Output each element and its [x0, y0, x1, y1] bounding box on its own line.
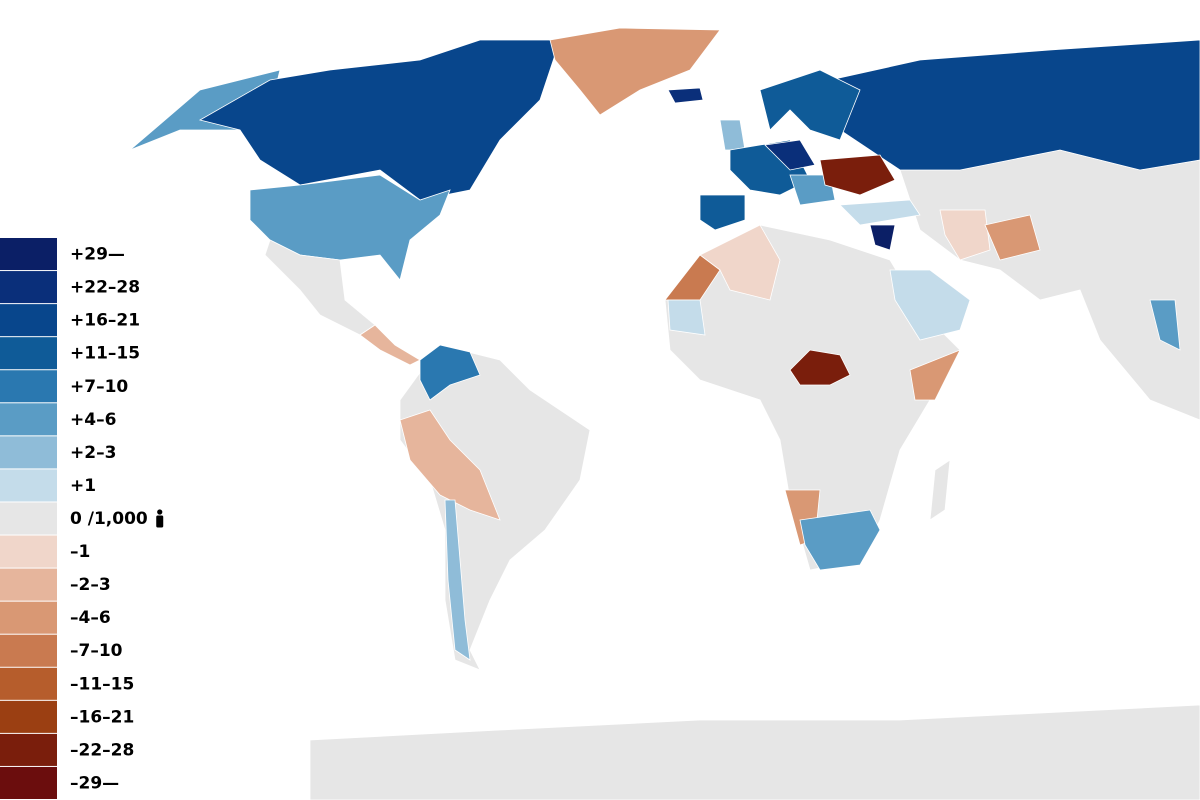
- central-america: [359, 324, 421, 366]
- legend-label: –11–15: [70, 674, 134, 694]
- legend-label: –2–3: [70, 575, 111, 595]
- syria: [869, 224, 896, 251]
- legend-swatch: [0, 601, 57, 634]
- map-land: [129, 27, 1200, 800]
- russia: [829, 39, 1200, 171]
- legend-label: +4–6: [70, 410, 116, 430]
- venezuela-colombia: [419, 344, 481, 401]
- legend-swatch: [0, 436, 57, 469]
- legend-label: +7–10: [70, 377, 128, 397]
- central-african-republic: [789, 349, 851, 386]
- legend: +29— +22–28 +16–21 +11–15 +7–10 +4–6 +2–3 +1 0 /…: [0, 238, 164, 799]
- central-europe: [764, 139, 816, 171]
- person-icon-head: [157, 509, 163, 515]
- legend-swatch: [0, 238, 57, 271]
- legend-swatch: [0, 304, 57, 337]
- balkans: [789, 174, 836, 206]
- southeast-asia: [1149, 299, 1181, 351]
- africa: [664, 224, 961, 571]
- canada: [198, 39, 561, 201]
- chile: [444, 499, 471, 661]
- antarctica: [309, 704, 1200, 800]
- peru-bolivia: [399, 409, 501, 521]
- legend-label: –4–6: [70, 608, 111, 628]
- legend-swatch: [0, 535, 57, 568]
- legend-label: –22–28: [70, 740, 134, 760]
- greenland: [549, 27, 721, 116]
- ukraine: [819, 154, 896, 196]
- legend-swatch: [0, 634, 57, 667]
- legend-label: +1: [70, 476, 96, 496]
- person-icon-body: [156, 515, 164, 528]
- legend-label: –1: [70, 542, 90, 562]
- legend-label: +29—: [70, 245, 125, 265]
- legend-label: 0 /1,000: [70, 509, 148, 529]
- spain: [699, 194, 746, 231]
- legend-label: –7–10: [70, 641, 123, 661]
- saudi-arabia: [889, 269, 971, 341]
- madagascar: [929, 459, 951, 521]
- legend-swatch: [0, 502, 57, 535]
- afghanistan: [984, 214, 1041, 261]
- legend-swatch: [0, 766, 57, 799]
- legend-swatch: [0, 337, 57, 370]
- legend-swatch: [0, 403, 57, 436]
- legend-label: +22–28: [70, 278, 140, 298]
- legend-label: +16–21: [70, 311, 140, 331]
- uk: [719, 119, 746, 151]
- horn-of-africa: [909, 349, 961, 401]
- legend-swatch: [0, 700, 57, 733]
- iceland: [667, 87, 704, 104]
- legend-swatch: [0, 271, 57, 304]
- legend-swatch: [0, 370, 57, 403]
- legend-swatch: [0, 667, 57, 700]
- mauritania: [667, 299, 706, 336]
- scandinavia: [759, 69, 861, 141]
- legend-label: +11–15: [70, 344, 140, 364]
- south-africa: [799, 509, 881, 571]
- iran: [939, 209, 991, 261]
- legend-label: –29—: [70, 773, 119, 793]
- turkey: [839, 199, 921, 226]
- legend-swatch: [0, 733, 57, 766]
- legend-label: –16–21: [70, 707, 134, 727]
- legend-swatch: [0, 568, 57, 601]
- legend-label: +2–3: [70, 443, 116, 463]
- legend-swatch: [0, 469, 57, 502]
